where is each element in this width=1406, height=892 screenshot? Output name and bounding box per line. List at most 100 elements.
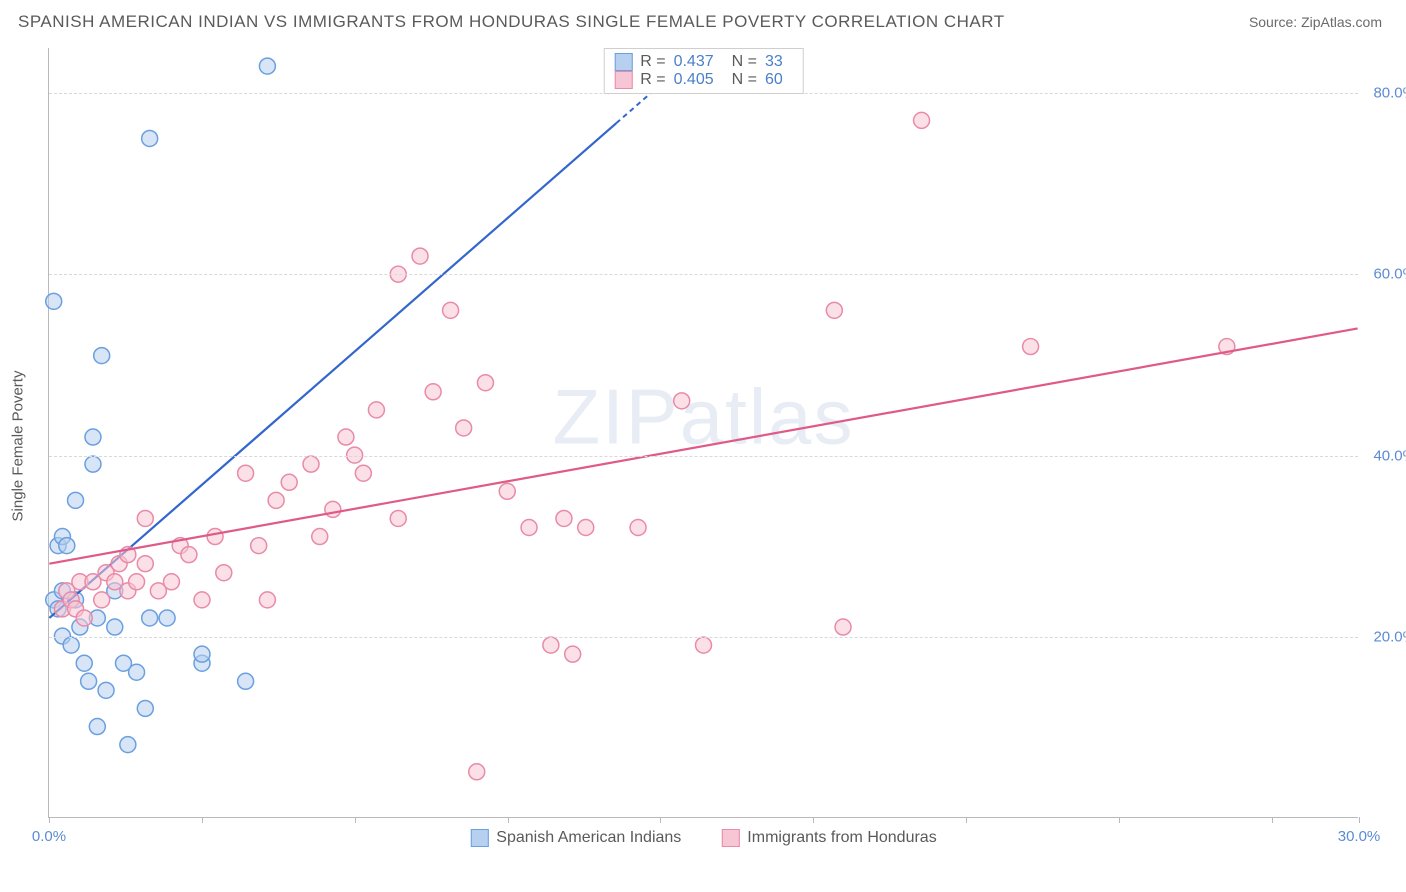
data-point [181,547,197,563]
data-point [120,737,136,753]
data-point [159,610,175,626]
data-point [59,538,75,554]
data-point [98,682,114,698]
source-label: Source: ZipAtlas.com [1249,14,1382,30]
data-point [674,393,690,409]
n-value-2: 60 [765,71,783,89]
y-tick-label: 80.0% [1373,85,1406,102]
data-point [94,348,110,364]
y-axis-label: Single Female Poverty [10,371,27,522]
data-point [1023,339,1039,355]
data-point [425,384,441,400]
legend-item-2: Immigrants from Honduras [721,829,936,847]
n-label-2: N = [732,71,757,89]
x-tick-label: 0.0% [32,828,66,845]
data-point [46,293,62,309]
data-point [412,248,428,264]
y-tick-label: 60.0% [1373,266,1406,283]
data-point [137,556,153,572]
data-point [312,529,328,545]
data-point [281,474,297,490]
data-point [578,520,594,536]
data-point [521,520,537,536]
data-point [142,610,158,626]
legend-swatch-1 [470,829,488,847]
data-point [696,637,712,653]
data-point [137,510,153,526]
data-point [543,637,559,653]
data-point [76,655,92,671]
data-point [251,538,267,554]
stats-row-2: R = 0.405 N = 60 [614,71,793,89]
data-point [469,764,485,780]
stats-row-1: R = 0.437 N = 33 [614,53,793,71]
data-point [238,673,254,689]
data-point [129,664,145,680]
data-point [914,112,930,128]
x-tick [813,817,814,823]
data-point [259,592,275,608]
r-value-2: 0.405 [674,71,714,89]
data-point [826,302,842,318]
data-point [835,619,851,635]
x-tick [355,817,356,823]
chart-title: SPANISH AMERICAN INDIAN VS IMMIGRANTS FR… [18,12,1005,32]
data-point [338,429,354,445]
data-point [207,529,223,545]
x-tick [49,817,50,823]
data-point [443,302,459,318]
legend-item-1: Spanish American Indians [470,829,681,847]
legend-swatch-2 [721,829,739,847]
data-point [194,646,210,662]
data-point [368,402,384,418]
data-point [630,520,646,536]
data-point [194,592,210,608]
r-label-1: R = [640,53,665,71]
series-legend: Spanish American Indians Immigrants from… [470,829,936,847]
data-point [76,610,92,626]
x-tick [966,817,967,823]
data-point [129,574,145,590]
x-tick [202,817,203,823]
gridline [49,456,1358,457]
trend-line [49,123,616,618]
swatch-series-2 [614,71,632,89]
data-point [303,456,319,472]
x-tick [508,817,509,823]
gridline [49,637,1358,638]
x-tick [1272,817,1273,823]
data-point [85,429,101,445]
x-tick [1359,817,1360,823]
data-point [85,456,101,472]
x-tick [1119,817,1120,823]
data-point [499,483,515,499]
x-tick [660,817,661,823]
r-value-1: 0.437 [674,53,714,71]
stats-legend: R = 0.437 N = 33 R = 0.405 N = 60 [603,48,804,94]
data-point [142,130,158,146]
data-point [89,719,105,735]
data-point [390,510,406,526]
data-point [456,420,472,436]
y-tick-label: 20.0% [1373,628,1406,645]
data-point [259,58,275,74]
data-point [63,637,79,653]
data-point [216,565,232,581]
data-point [137,700,153,716]
data-point [325,501,341,517]
n-label-1: N = [732,53,757,71]
data-point [556,510,572,526]
swatch-series-1 [614,53,632,71]
chart-plot-area: ZIPatlas R = 0.437 N = 33 R = 0.405 N = … [48,48,1358,818]
data-point [81,673,97,689]
gridline [49,274,1358,275]
scatter-svg [49,48,1358,817]
data-point [355,465,371,481]
data-point [68,492,84,508]
legend-label-2: Immigrants from Honduras [747,829,936,847]
data-point [163,574,179,590]
data-point [268,492,284,508]
header: SPANISH AMERICAN INDIAN VS IMMIGRANTS FR… [0,0,1406,40]
data-point [238,465,254,481]
data-point [94,592,110,608]
